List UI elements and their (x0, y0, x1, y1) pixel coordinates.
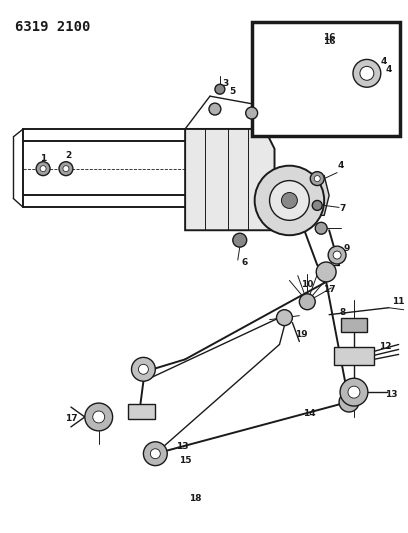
Circle shape (144, 442, 167, 466)
Text: 14: 14 (303, 409, 316, 418)
Circle shape (40, 166, 46, 172)
Circle shape (316, 262, 336, 282)
Bar (252, 22, 400, 136)
Circle shape (85, 403, 113, 431)
Text: 7: 7 (340, 204, 346, 213)
Circle shape (233, 233, 247, 247)
Text: 8: 8 (340, 308, 346, 317)
Circle shape (328, 246, 346, 264)
Text: 4: 4 (381, 57, 387, 66)
Bar (341, 318, 367, 332)
Circle shape (333, 251, 341, 259)
Text: 9: 9 (344, 244, 350, 253)
Circle shape (246, 107, 257, 119)
Circle shape (339, 392, 359, 412)
Circle shape (340, 378, 368, 406)
Text: 16: 16 (323, 37, 335, 46)
Text: 17: 17 (323, 285, 335, 294)
Bar (128, 404, 155, 419)
Circle shape (36, 161, 50, 175)
Polygon shape (275, 175, 329, 215)
Text: 1: 1 (40, 154, 46, 163)
Text: 4: 4 (338, 161, 344, 170)
Text: 10: 10 (301, 280, 313, 289)
Text: 18: 18 (189, 494, 201, 503)
Text: 3: 3 (223, 79, 229, 88)
Circle shape (360, 67, 374, 80)
Text: 11: 11 (392, 297, 405, 306)
Circle shape (312, 200, 322, 211)
Circle shape (215, 84, 225, 94)
Text: 13: 13 (176, 442, 188, 451)
Polygon shape (185, 129, 275, 230)
Circle shape (209, 103, 221, 115)
Circle shape (270, 181, 309, 220)
Text: 4: 4 (386, 65, 392, 74)
Text: 2: 2 (65, 151, 71, 160)
Circle shape (151, 449, 160, 459)
Text: 6: 6 (242, 257, 248, 266)
Text: 13: 13 (386, 390, 398, 399)
Circle shape (63, 166, 69, 172)
Circle shape (310, 172, 324, 185)
Text: 5: 5 (230, 87, 236, 96)
Text: 19: 19 (295, 330, 308, 339)
Text: 17: 17 (64, 415, 77, 423)
Bar (334, 348, 374, 365)
Text: 12: 12 (379, 342, 392, 351)
Circle shape (353, 59, 381, 87)
Circle shape (299, 294, 315, 310)
Circle shape (59, 161, 73, 175)
Circle shape (315, 222, 327, 234)
Circle shape (93, 411, 105, 423)
Circle shape (348, 386, 360, 398)
Text: 6319 2100: 6319 2100 (15, 20, 91, 34)
Text: 15: 15 (179, 456, 191, 465)
Circle shape (138, 365, 149, 374)
Circle shape (131, 358, 155, 381)
Circle shape (277, 310, 293, 326)
Text: 16: 16 (323, 33, 335, 42)
Circle shape (255, 166, 324, 235)
Circle shape (282, 192, 297, 208)
Circle shape (314, 175, 320, 182)
